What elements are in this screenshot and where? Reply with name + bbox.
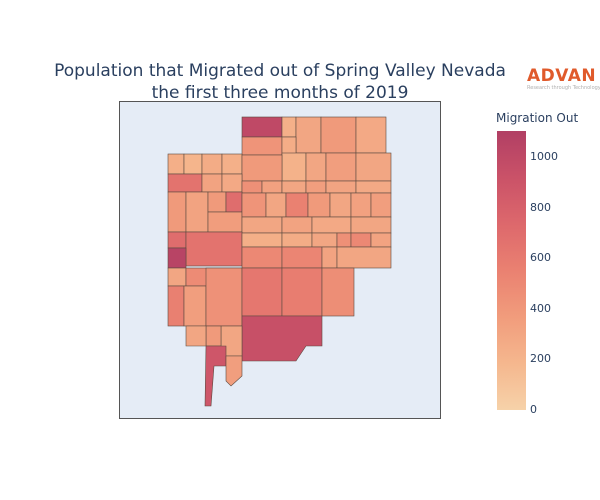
- choropleth-map[interactable]: [120, 102, 442, 420]
- census-tract[interactable]: [241, 136, 283, 156]
- colorbar-tick-600: 600: [530, 251, 551, 264]
- census-tract[interactable]: [281, 152, 307, 182]
- census-tract[interactable]: [321, 267, 355, 317]
- census-tract[interactable]: [221, 153, 243, 175]
- census-tract[interactable]: [207, 211, 243, 233]
- census-tract[interactable]: [261, 180, 283, 194]
- census-tract[interactable]: [241, 216, 283, 234]
- title-line-2: the first three months of 2019: [151, 83, 409, 103]
- census-tract[interactable]: [281, 216, 313, 234]
- census-tract[interactable]: [241, 116, 283, 138]
- census-tract[interactable]: [241, 232, 283, 248]
- logo-tagline: Research through Technology: [527, 85, 600, 91]
- census-tract[interactable]: [241, 192, 267, 218]
- census-tract[interactable]: [281, 136, 297, 156]
- colorbar-title: Migration Out: [496, 111, 579, 125]
- census-tract[interactable]: [241, 267, 283, 317]
- census-tract[interactable]: [311, 232, 338, 248]
- census-tract[interactable]: [167, 173, 203, 193]
- colorbar-tick-0: 0: [530, 403, 537, 416]
- census-tract[interactable]: [281, 267, 323, 317]
- census-tract[interactable]: [355, 180, 392, 194]
- map-frame: [119, 101, 441, 419]
- census-tract[interactable]: [285, 192, 309, 218]
- census-tract[interactable]: [204, 345, 227, 407]
- census-tract[interactable]: [311, 216, 352, 234]
- colorbar-tick-1000: 1000: [530, 150, 558, 163]
- census-tract[interactable]: [183, 285, 207, 327]
- census-tract[interactable]: [221, 173, 243, 193]
- census-tract[interactable]: [167, 153, 185, 175]
- census-tract[interactable]: [265, 192, 287, 218]
- census-tract[interactable]: [241, 154, 283, 182]
- census-tract[interactable]: [355, 152, 392, 182]
- census-tract[interactable]: [167, 267, 187, 287]
- census-tract[interactable]: [183, 153, 203, 175]
- census-tract[interactable]: [307, 192, 331, 218]
- census-tract[interactable]: [305, 180, 327, 194]
- census-tract[interactable]: [355, 116, 387, 154]
- census-tract[interactable]: [281, 180, 307, 194]
- census-tract[interactable]: [350, 192, 372, 218]
- colorbar-tick-200: 200: [530, 352, 551, 365]
- census-tract[interactable]: [295, 116, 322, 154]
- census-tract[interactable]: [336, 232, 352, 248]
- census-tract[interactable]: [281, 116, 297, 138]
- census-tract[interactable]: [321, 246, 338, 269]
- census-tract[interactable]: [241, 180, 263, 194]
- census-tract[interactable]: [370, 192, 392, 218]
- logo-brand: ADVAN: [527, 66, 597, 86]
- census-tract[interactable]: [225, 191, 243, 213]
- census-tract[interactable]: [201, 173, 223, 193]
- census-tract[interactable]: [325, 152, 357, 182]
- colorbar-tick-800: 800: [530, 201, 551, 214]
- census-tract[interactable]: [167, 247, 187, 269]
- advan-logo: ADVAN Research through Technology: [527, 66, 600, 91]
- title-line-1: Population that Migrated out of Spring V…: [54, 61, 506, 81]
- census-tract[interactable]: [207, 191, 227, 213]
- census-tract[interactable]: [325, 180, 357, 194]
- census-tract[interactable]: [185, 231, 243, 267]
- census-tract[interactable]: [281, 246, 323, 269]
- census-tract[interactable]: [185, 325, 207, 347]
- census-tract[interactable]: [336, 246, 392, 269]
- census-tract[interactable]: [185, 191, 209, 233]
- chart-title: Population that Migrated out of Spring V…: [20, 60, 540, 104]
- census-tract[interactable]: [205, 267, 243, 327]
- census-tract[interactable]: [305, 152, 327, 182]
- census-tract[interactable]: [205, 325, 222, 347]
- census-tract[interactable]: [350, 232, 372, 248]
- census-tract[interactable]: [167, 191, 187, 233]
- colorbar: [497, 131, 526, 410]
- colorbar-tick-400: 400: [530, 302, 551, 315]
- census-tract[interactable]: [281, 232, 313, 248]
- census-tract[interactable]: [320, 116, 357, 154]
- census-tract[interactable]: [225, 355, 243, 387]
- census-tract[interactable]: [167, 285, 185, 327]
- census-tract[interactable]: [350, 216, 392, 234]
- census-tract[interactable]: [241, 246, 283, 269]
- census-tract[interactable]: [370, 232, 392, 248]
- census-tract[interactable]: [167, 231, 187, 249]
- census-tract[interactable]: [241, 315, 323, 362]
- census-tract[interactable]: [329, 192, 352, 218]
- census-tract[interactable]: [201, 153, 223, 175]
